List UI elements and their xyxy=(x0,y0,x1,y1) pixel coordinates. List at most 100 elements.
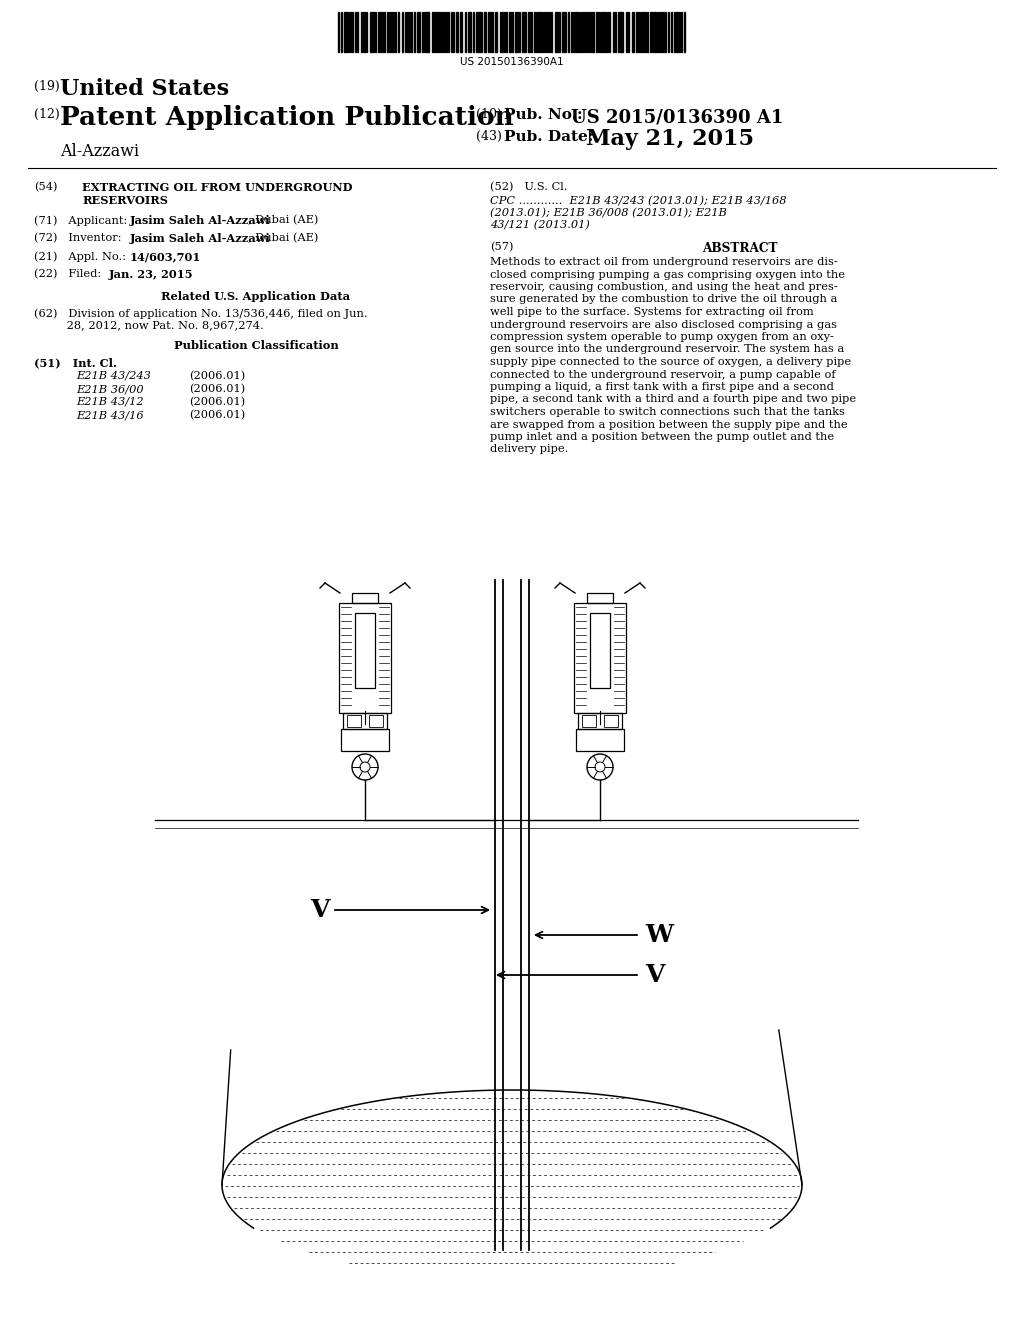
Bar xyxy=(426,12,429,51)
Bar xyxy=(460,12,462,51)
Text: (57): (57) xyxy=(490,242,513,252)
Text: (12): (12) xyxy=(34,108,59,121)
Text: (51)   Int. Cl.: (51) Int. Cl. xyxy=(34,356,117,368)
Text: (19): (19) xyxy=(34,81,59,92)
Text: V: V xyxy=(310,898,330,921)
Bar xyxy=(575,729,624,751)
Text: (2006.01): (2006.01) xyxy=(189,411,246,420)
Text: Related U.S. Application Data: Related U.S. Application Data xyxy=(162,290,350,302)
Text: (62)   Division of application No. 13/536,446, filed on Jun.: (62) Division of application No. 13/536,… xyxy=(34,308,368,318)
Text: gen source into the underground reservoir. The system has a: gen source into the underground reservoi… xyxy=(490,345,844,355)
Bar xyxy=(555,12,558,51)
Bar xyxy=(574,603,626,713)
Bar xyxy=(435,12,437,51)
Bar xyxy=(355,612,375,688)
Text: closed comprising pumping a gas comprising oxygen into the: closed comprising pumping a gas comprisi… xyxy=(490,269,845,280)
Bar xyxy=(522,12,524,51)
Bar xyxy=(509,12,511,51)
Text: Jasim Saleh Al-Azzawi: Jasim Saleh Al-Azzawi xyxy=(130,234,270,244)
Text: Publication Classification: Publication Classification xyxy=(174,341,338,351)
Text: (2006.01): (2006.01) xyxy=(189,384,246,395)
Text: E21B 43/12: E21B 43/12 xyxy=(76,397,143,407)
Bar xyxy=(602,12,604,51)
Bar xyxy=(662,12,663,51)
Bar xyxy=(528,12,530,51)
Bar xyxy=(456,12,458,51)
Text: United States: United States xyxy=(60,78,229,100)
Text: E21B 36/00: E21B 36/00 xyxy=(76,384,143,393)
Bar xyxy=(654,12,656,51)
Text: Pub. Date:: Pub. Date: xyxy=(504,129,593,144)
Text: (2006.01): (2006.01) xyxy=(189,371,246,381)
Bar xyxy=(642,12,644,51)
Text: underground reservoirs are also disclosed comprising a gas: underground reservoirs are also disclose… xyxy=(490,319,837,330)
Text: (54): (54) xyxy=(34,182,57,193)
Bar xyxy=(592,12,594,51)
Text: (71)   Applicant:: (71) Applicant: xyxy=(34,215,131,226)
Text: Patent Application Publication: Patent Application Publication xyxy=(60,106,514,129)
Text: Jasim Saleh Al-Azzawi: Jasim Saleh Al-Azzawi xyxy=(130,215,270,226)
Text: (10): (10) xyxy=(476,108,502,121)
Text: 43/121 (2013.01): 43/121 (2013.01) xyxy=(490,220,590,230)
Bar xyxy=(339,603,391,713)
Text: US 2015/0136390 A1: US 2015/0136390 A1 xyxy=(571,108,783,125)
Text: US 20150136390A1: US 20150136390A1 xyxy=(460,57,564,67)
Text: EXTRACTING OIL FROM UNDERGROUND: EXTRACTING OIL FROM UNDERGROUND xyxy=(82,182,352,193)
Bar xyxy=(620,12,623,51)
Text: (2006.01): (2006.01) xyxy=(189,397,246,408)
Text: well pipe to the surface. Systems for extracting oil from: well pipe to the surface. Systems for ex… xyxy=(490,308,814,317)
Text: supply pipe connected to the source of oxygen, a delivery pipe: supply pipe connected to the source of o… xyxy=(490,356,851,367)
Bar xyxy=(575,12,577,51)
Text: E21B 43/16: E21B 43/16 xyxy=(76,411,143,420)
Text: 14/603,701: 14/603,701 xyxy=(130,251,202,261)
Bar xyxy=(664,12,666,51)
Bar xyxy=(538,12,540,51)
Text: connected to the underground reservoir, a pump capable of: connected to the underground reservoir, … xyxy=(490,370,836,380)
Text: delivery pipe.: delivery pipe. xyxy=(490,445,568,454)
Text: reservoir, causing combustion, and using the heat and pres-: reservoir, causing combustion, and using… xyxy=(490,282,838,292)
Text: Jan. 23, 2015: Jan. 23, 2015 xyxy=(109,269,194,280)
Text: (72)   Inventor:: (72) Inventor: xyxy=(34,234,132,243)
Text: Pub. No.:: Pub. No.: xyxy=(504,108,583,121)
Text: (22)   Filed:: (22) Filed: xyxy=(34,269,130,280)
Text: , Dubai (AE): , Dubai (AE) xyxy=(248,215,318,226)
Bar xyxy=(562,12,564,51)
Bar xyxy=(604,715,618,727)
Text: CPC ............  E21B 43/243 (2013.01); E21B 43/168: CPC ............ E21B 43/243 (2013.01); … xyxy=(490,195,786,206)
Text: V: V xyxy=(645,964,665,987)
Bar xyxy=(495,12,497,51)
Bar xyxy=(578,713,622,729)
Bar xyxy=(432,12,434,51)
Text: , Dubai (AE): , Dubai (AE) xyxy=(248,234,318,243)
Bar xyxy=(478,12,480,51)
Text: pump inlet and a position between the pump outlet and the: pump inlet and a position between the pu… xyxy=(490,432,835,442)
Bar xyxy=(484,12,486,51)
Text: (43): (43) xyxy=(476,129,502,143)
Bar xyxy=(582,715,596,727)
Text: RESERVOIRS: RESERVOIRS xyxy=(82,195,168,206)
Bar xyxy=(369,715,383,727)
Bar xyxy=(344,12,347,51)
Bar xyxy=(632,12,634,51)
Text: May 21, 2015: May 21, 2015 xyxy=(586,128,754,150)
Text: Methods to extract oil from underground reservoirs are dis-: Methods to extract oil from underground … xyxy=(490,257,838,267)
Text: sure generated by the combustion to drive the oil through a: sure generated by the combustion to driv… xyxy=(490,294,838,305)
Bar xyxy=(590,612,610,688)
Bar xyxy=(352,593,378,603)
Text: are swapped from a position between the supply pipe and the: are swapped from a position between the … xyxy=(490,420,848,429)
Text: compression system operable to pump oxygen from an oxy-: compression system operable to pump oxyg… xyxy=(490,333,834,342)
Bar xyxy=(347,715,361,727)
Bar xyxy=(341,729,389,751)
Text: switchers operable to switch connections such that the tanks: switchers operable to switch connections… xyxy=(490,407,845,417)
Bar xyxy=(676,12,678,51)
Bar xyxy=(343,713,387,729)
Text: W: W xyxy=(645,923,673,946)
Bar xyxy=(362,12,365,51)
Bar xyxy=(587,593,613,603)
Text: ABSTRACT: ABSTRACT xyxy=(702,242,778,255)
Text: (21)   Appl. No.:: (21) Appl. No.: xyxy=(34,251,130,261)
Bar xyxy=(417,12,420,51)
Text: pipe, a second tank with a third and a fourth pipe and two pipe: pipe, a second tank with a third and a f… xyxy=(490,395,856,404)
Text: (2013.01); E21B 36/008 (2013.01); E21B: (2013.01); E21B 36/008 (2013.01); E21B xyxy=(490,209,727,218)
Text: 28, 2012, now Pat. No. 8,967,274.: 28, 2012, now Pat. No. 8,967,274. xyxy=(34,319,264,330)
